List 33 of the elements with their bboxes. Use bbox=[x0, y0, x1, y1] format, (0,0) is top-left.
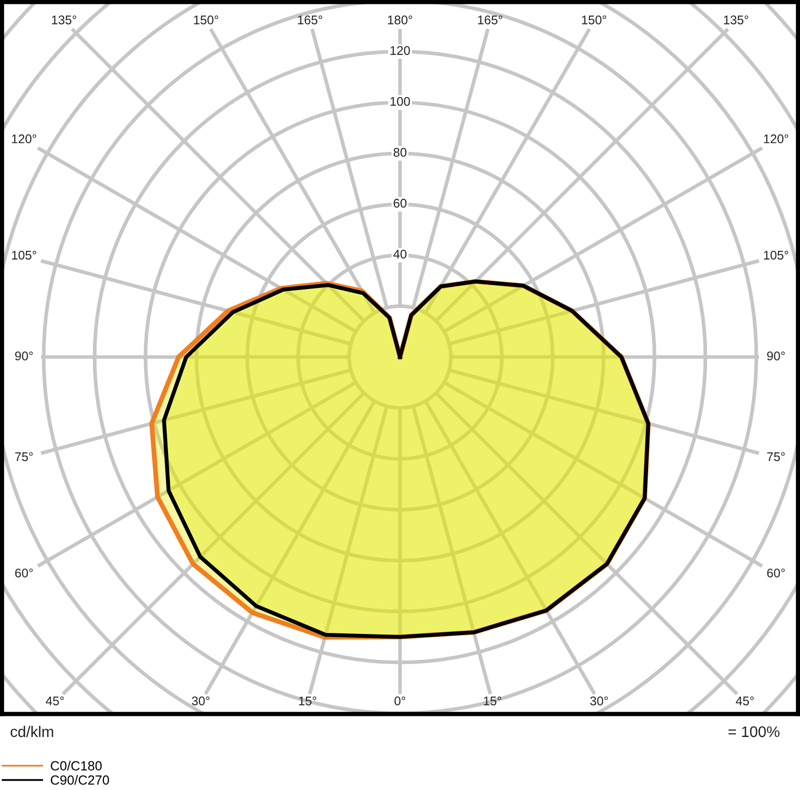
y-tick-label: 80 bbox=[394, 148, 406, 157]
spoke-label: 120° bbox=[764, 134, 788, 144]
spoke-label: 120° bbox=[12, 134, 36, 144]
legend-label: C0/C180 bbox=[50, 760, 102, 770]
spoke-label: 45° bbox=[736, 696, 754, 706]
legend-label: C90/C270 bbox=[50, 775, 110, 785]
y-tick-label: 120 bbox=[390, 46, 410, 55]
spoke-label: 150° bbox=[582, 16, 606, 24]
spoke-label: 165° bbox=[298, 16, 322, 24]
spoke-label: 15° bbox=[299, 696, 316, 706]
spoke-label: 90° bbox=[15, 352, 33, 360]
y-tick-label: 40 bbox=[393, 250, 406, 259]
text: cd/klm bbox=[10, 726, 54, 738]
spoke-label: 180° bbox=[388, 16, 412, 24]
spoke-label: 0° bbox=[394, 696, 406, 706]
spoke-label: 90° bbox=[767, 352, 785, 360]
spoke-label: 45° bbox=[46, 696, 64, 706]
spoke-label: 165° bbox=[478, 16, 502, 24]
spoke-label: 75° bbox=[767, 452, 785, 462]
spoke-label: 150° bbox=[194, 16, 218, 24]
spoke-label: 60° bbox=[15, 568, 33, 578]
spoke-label: 15° bbox=[484, 696, 502, 706]
spoke-label: 75° bbox=[15, 452, 33, 462]
spoke-label: 30° bbox=[192, 696, 210, 706]
spoke-label: 135° bbox=[52, 16, 76, 24]
y-tick-label: 60 bbox=[394, 198, 406, 208]
y-tick-label: 100 bbox=[390, 97, 410, 106]
spoke-label: 135° bbox=[724, 16, 748, 24]
spoke-label: 105° bbox=[764, 250, 788, 260]
spoke-label: 30° bbox=[590, 696, 608, 706]
spoke-label: 60° bbox=[767, 568, 785, 578]
text: = 100% bbox=[728, 726, 780, 738]
spoke-label: 105° bbox=[12, 250, 36, 260]
